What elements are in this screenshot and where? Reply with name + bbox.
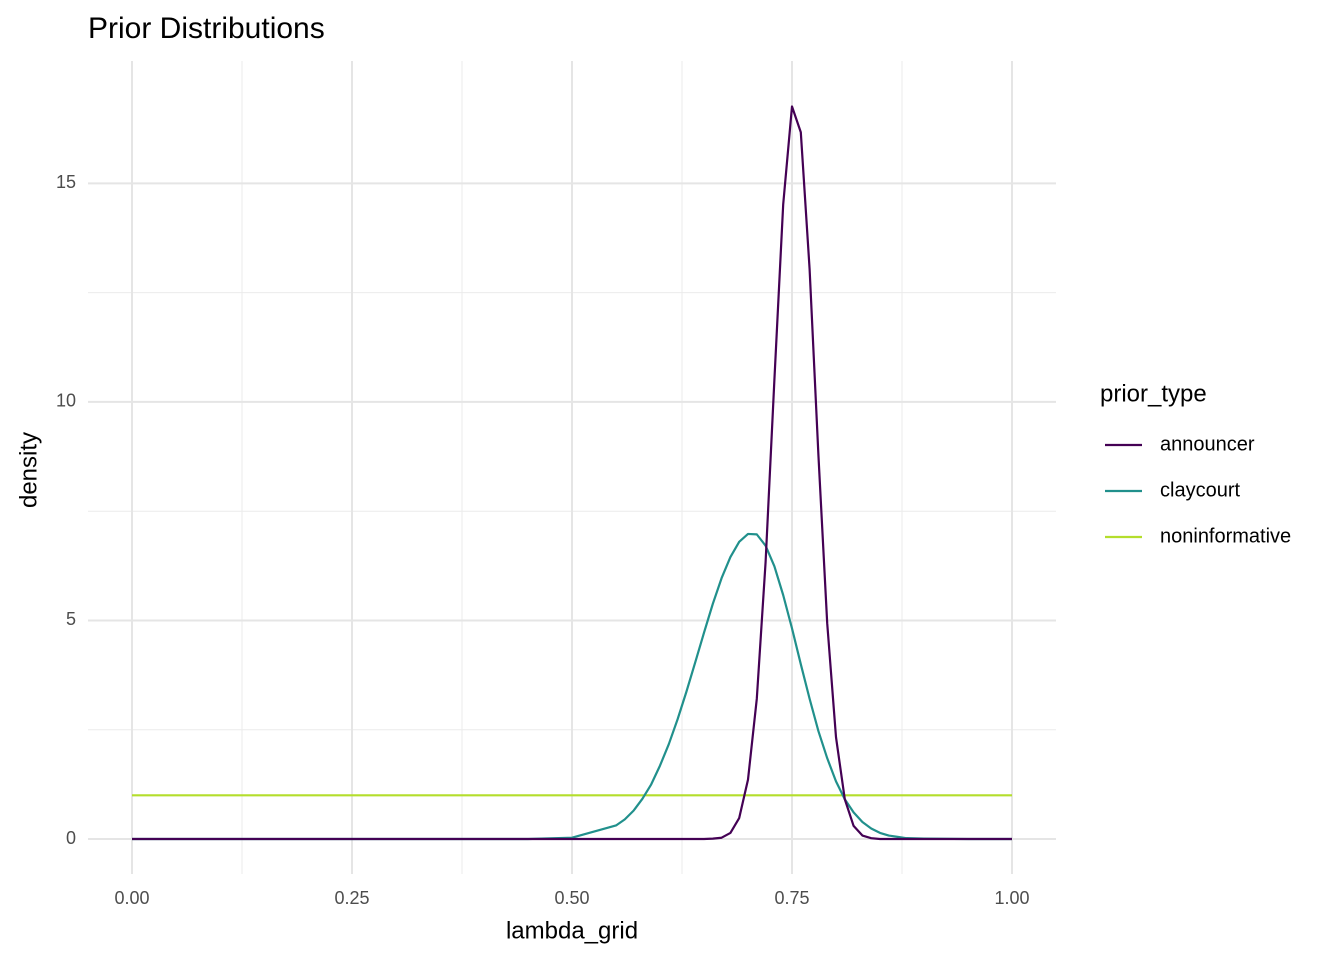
y-tick-label: 15 xyxy=(56,172,76,192)
legend-label: claycourt xyxy=(1160,479,1240,501)
series-line xyxy=(132,105,1012,841)
x-tick-label: 1.00 xyxy=(994,888,1029,908)
lines xyxy=(132,105,1012,841)
legend-label: noninformative xyxy=(1160,525,1291,547)
legend-label: announcer xyxy=(1160,433,1255,455)
y-tick-label: 5 xyxy=(66,609,76,629)
y-axis-title: density xyxy=(15,432,42,508)
series-line xyxy=(132,532,1012,841)
x-tick-label: 0.75 xyxy=(774,888,809,908)
y-tick-label: 0 xyxy=(66,828,76,848)
x-tick-label: 0.00 xyxy=(114,888,149,908)
x-tick-label: 0.50 xyxy=(554,888,589,908)
x-axis-title: lambda_grid xyxy=(506,917,638,944)
grid xyxy=(88,61,1056,874)
chart-title: Prior Distributions xyxy=(88,12,325,45)
y-tick-label: 10 xyxy=(56,391,76,411)
legend-title: prior_type xyxy=(1100,380,1207,407)
x-tick-label: 0.25 xyxy=(334,888,369,908)
